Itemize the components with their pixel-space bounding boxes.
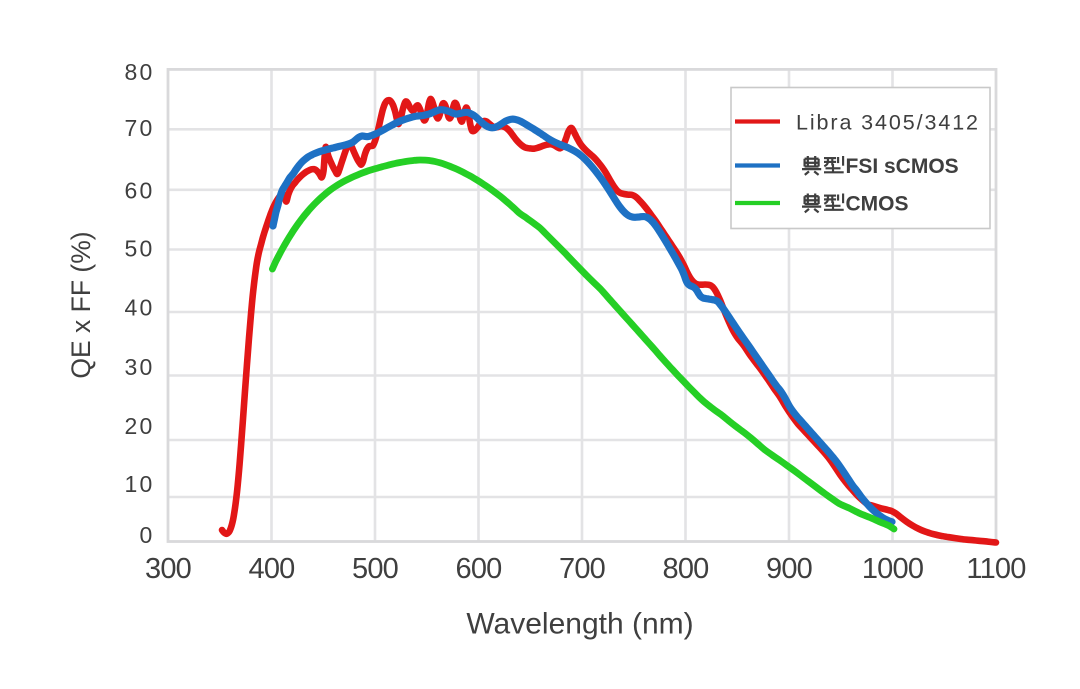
svg-text:80: 80	[125, 59, 155, 85]
svg-text:400: 400	[249, 553, 295, 585]
svg-text:0: 0	[140, 522, 155, 548]
svg-text:Wavelength (nm): Wavelength (nm)	[466, 608, 693, 641]
svg-text:500: 500	[352, 553, 398, 585]
svg-text:Libra 3405/3412: Libra 3405/3412	[796, 111, 980, 135]
svg-text:QE x FF (%): QE x FF (%)	[66, 231, 96, 378]
svg-text:70: 70	[125, 115, 155, 141]
svg-text:60: 60	[125, 178, 155, 204]
svg-text:30: 30	[125, 354, 155, 380]
svg-text:CMOS: CMOS	[846, 193, 909, 216]
svg-text:900: 900	[766, 553, 812, 585]
svg-text:50: 50	[125, 236, 155, 262]
svg-text:1100: 1100	[966, 553, 1025, 585]
svg-text:1000: 1000	[862, 553, 923, 585]
svg-text:700: 700	[559, 553, 605, 585]
svg-text:FSI sCMOS: FSI sCMOS	[846, 155, 959, 178]
svg-text:40: 40	[125, 295, 155, 321]
svg-text:600: 600	[456, 553, 502, 585]
svg-text:20: 20	[125, 413, 155, 439]
svg-text:800: 800	[663, 553, 709, 585]
svg-text:300: 300	[145, 553, 191, 585]
svg-text:10: 10	[125, 471, 155, 497]
